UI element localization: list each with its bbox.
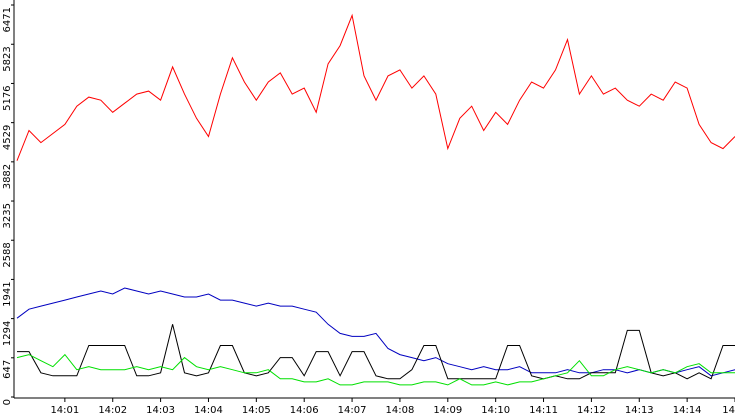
y-tick-label: 1294 — [2, 321, 13, 346]
x-tick-label: 14:06 — [290, 405, 319, 415]
x-tick-label: 14:11 — [529, 405, 558, 415]
y-tick-label: 0 — [2, 399, 13, 405]
x-tick-label: 14:13 — [625, 405, 654, 415]
x-tick-label: 14 — [722, 405, 735, 415]
x-tick-label: 14:08 — [386, 405, 415, 415]
y-tick-label: 3882 — [2, 164, 13, 189]
x-tick-label: 14:07 — [338, 405, 367, 415]
x-tick-label: 14:05 — [242, 405, 271, 415]
x-tick-label: 14:02 — [98, 405, 127, 415]
x-tick-label: 14:04 — [194, 405, 223, 415]
y-tick-label: 5176 — [2, 85, 13, 110]
x-tick-label: 14:14 — [673, 405, 702, 415]
y-tick-label: 2588 — [2, 242, 13, 267]
y-tick-label: 647 — [2, 360, 13, 379]
y-tick-label: 4529 — [2, 125, 13, 150]
series-line — [16, 13, 735, 161]
y-tick-label: 6471 — [2, 7, 13, 32]
series-line — [17, 324, 735, 380]
x-tick-label: 14:01 — [50, 405, 79, 415]
series-line — [16, 353, 735, 386]
y-tick-label: 5823 — [2, 46, 13, 71]
x-tick-label: 14:09 — [433, 405, 462, 415]
x-tick-label: 14:12 — [577, 405, 606, 415]
x-tick-label: 14:10 — [481, 405, 510, 415]
y-tick-label: 1941 — [2, 281, 13, 306]
y-tick-label: 3235 — [2, 203, 13, 228]
x-tick-label: 14:03 — [146, 405, 175, 415]
